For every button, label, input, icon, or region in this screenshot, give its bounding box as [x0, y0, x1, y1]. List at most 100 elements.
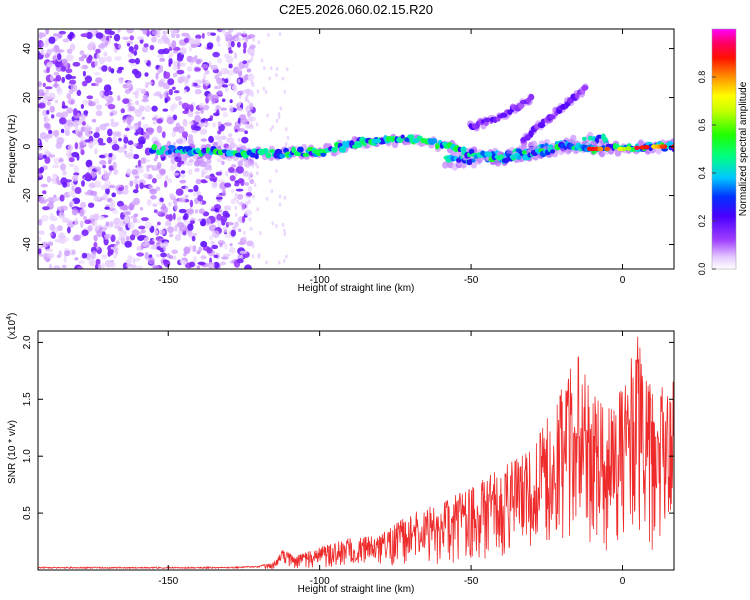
noise-blob [99, 123, 107, 131]
noise-blob [237, 178, 244, 184]
noise-blob [271, 221, 275, 226]
noise-blob [172, 255, 177, 260]
noise-blob [180, 170, 186, 174]
noise-blob [113, 33, 121, 42]
noise-blob [61, 217, 70, 223]
noise-blob [150, 195, 157, 200]
noise-blob [42, 82, 46, 88]
noise-blob [80, 220, 84, 228]
noise-blob [243, 160, 252, 168]
noise-blob [151, 29, 158, 36]
noise-blob [111, 154, 117, 161]
noise-blob [237, 31, 240, 36]
noise-blob [59, 117, 67, 125]
noise-blob [96, 229, 104, 238]
noise-blob [194, 111, 201, 115]
noise-blob [168, 88, 173, 96]
main-trace-point [521, 150, 527, 155]
noise-blob [46, 252, 55, 259]
noise-blob [228, 29, 234, 33]
noise-blob [163, 241, 169, 247]
noise-blob [46, 109, 50, 115]
noise-blob [143, 173, 149, 179]
noise-blob [64, 250, 71, 257]
noise-blob [104, 39, 109, 46]
noise-blob [67, 107, 71, 114]
noise-blob [157, 54, 165, 59]
noise-blob [247, 99, 250, 104]
noise-blob [67, 221, 75, 229]
noise-blob [114, 225, 121, 229]
noise-blob [84, 219, 92, 225]
noise-blob [139, 207, 144, 211]
noise-blob [65, 54, 74, 62]
noise-blob [40, 214, 49, 222]
noise-blob [168, 201, 172, 207]
noise-blob [81, 121, 86, 126]
noise-blob [267, 32, 270, 37]
noise-blob [224, 213, 231, 218]
noise-blob [187, 66, 193, 72]
noise-blob [278, 202, 282, 207]
noise-blob [46, 175, 52, 183]
noise-blob [266, 113, 269, 118]
noise-blob [228, 49, 233, 54]
noise-blob [101, 65, 108, 72]
noise-blob [73, 108, 78, 116]
noise-blob [50, 216, 58, 222]
noise-blob [103, 84, 112, 92]
noise-blob [203, 73, 207, 81]
noise-blob [64, 179, 72, 183]
noise-blob [188, 46, 193, 52]
noise-blob [243, 88, 252, 94]
noise-blob [168, 255, 173, 260]
noise-blob [67, 125, 72, 129]
noise-blob [54, 238, 62, 243]
noise-blob [42, 190, 47, 195]
noise-blob [126, 80, 132, 89]
noise-blob [199, 128, 208, 135]
main-trace-hotspot [375, 138, 382, 144]
noise-blob [249, 111, 253, 116]
noise-blob [251, 163, 255, 168]
noise-blob [257, 40, 261, 45]
noise-blob [83, 110, 89, 115]
noise-blob [81, 80, 88, 87]
noise-blob [103, 233, 112, 239]
noise-blob [142, 29, 148, 35]
noise-blob [192, 191, 196, 197]
noise-blob [162, 48, 170, 55]
noise-blob [284, 141, 288, 146]
noise-blob [117, 95, 121, 102]
snr-xtick-label: -50 [464, 576, 479, 587]
noise-blob [65, 68, 73, 74]
noise-blob [120, 108, 126, 114]
noise-blob [238, 228, 242, 232]
noise-blob [95, 83, 99, 87]
noise-blob [57, 34, 63, 39]
noise-blob [108, 90, 113, 96]
noise-blob [125, 235, 130, 242]
main-trace-hotspot [634, 145, 641, 150]
noise-blob [195, 178, 202, 185]
noise-blob [217, 121, 222, 127]
noise-blob [175, 188, 184, 196]
colorbar-tick-label: 0.6 [697, 119, 707, 132]
noise-blob [238, 68, 241, 73]
noise-blob [214, 135, 222, 140]
noise-blob [169, 52, 174, 57]
noise-blob [58, 211, 65, 219]
noise-blob [158, 80, 164, 88]
noise-blob [133, 143, 138, 147]
noise-blob [233, 66, 240, 74]
noise-blob [217, 57, 223, 64]
noise-blob [116, 200, 124, 207]
noise-blob [69, 43, 76, 51]
noise-blob [213, 112, 220, 117]
noise-blob [165, 175, 169, 182]
noise-blob [176, 55, 184, 62]
noise-blob [271, 124, 275, 129]
noise-blob [124, 150, 127, 155]
noise-blob [104, 180, 111, 187]
noise-blob [213, 141, 218, 146]
